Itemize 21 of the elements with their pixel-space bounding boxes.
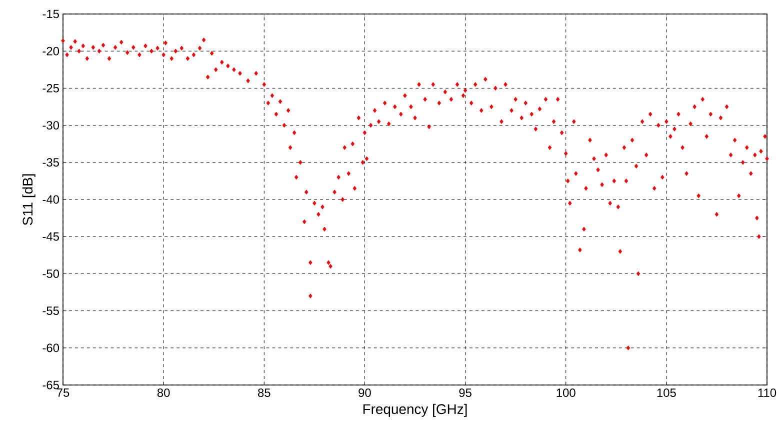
y-tick-label: -50 — [42, 269, 60, 278]
x-tick-label: 95 — [459, 388, 472, 397]
y-tick-label: -20 — [42, 46, 60, 56]
x-tick-label: 110 — [758, 388, 776, 397]
y-axis-title: S11 [dB] — [22, 174, 36, 226]
x-axis-title: Frequency [GHz] — [363, 404, 467, 417]
y-tick-label: -15 — [42, 10, 59, 18]
y-tick-label: -65 — [42, 380, 59, 390]
y-tick-label: -45 — [42, 232, 59, 241]
x-tick-label: 90 — [358, 388, 371, 397]
y-tick-label: -55 — [42, 306, 59, 315]
y-tick-label: -30 — [42, 121, 60, 130]
x-tick-label: 100 — [556, 388, 576, 397]
x-tick-label: 85 — [258, 388, 270, 397]
y-tick-label: -35 — [42, 158, 59, 167]
x-tick-label: 75 — [56, 388, 70, 397]
y-tick-label: -60 — [42, 344, 60, 352]
x-tick-label: 105 — [657, 388, 676, 397]
x-tick-label: 80 — [157, 388, 170, 397]
y-tick-label: -25 — [42, 84, 59, 92]
y-tick-label: -40 — [42, 195, 60, 204]
